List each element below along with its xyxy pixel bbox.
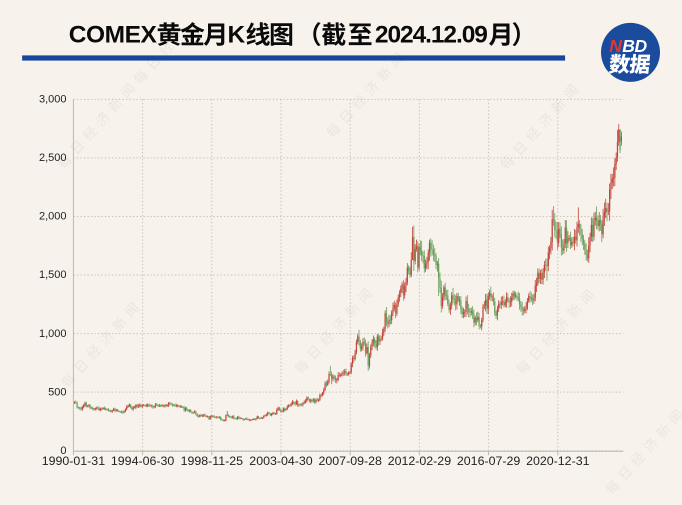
- svg-text:1,500: 1,500: [39, 269, 67, 281]
- svg-text:1990-01-31: 1990-01-31: [42, 454, 105, 468]
- svg-text:1,000: 1,000: [39, 328, 67, 340]
- svg-text:2016-07-29: 2016-07-29: [457, 454, 520, 468]
- svg-text:BD: BD: [622, 36, 647, 56]
- svg-text:2024.12.09: 2024.12.09: [375, 21, 488, 48]
- svg-text:2020-12-31: 2020-12-31: [526, 454, 589, 468]
- svg-text:K: K: [228, 21, 246, 48]
- svg-text:N: N: [609, 36, 622, 56]
- svg-text:2003-04-30: 2003-04-30: [249, 454, 312, 468]
- svg-text:3,000: 3,000: [39, 94, 67, 106]
- svg-text:COMEX: COMEX: [69, 21, 158, 48]
- svg-text:1998-11-25: 1998-11-25: [181, 454, 244, 468]
- svg-text:2012-02-29: 2012-02-29: [388, 454, 451, 468]
- svg-text:2007-09-28: 2007-09-28: [319, 454, 382, 468]
- svg-text:500: 500: [48, 386, 66, 398]
- svg-text:2,500: 2,500: [39, 152, 67, 164]
- svg-text:0: 0: [60, 445, 66, 457]
- svg-text:2,000: 2,000: [39, 211, 67, 223]
- svg-text:1994-06-30: 1994-06-30: [111, 454, 174, 468]
